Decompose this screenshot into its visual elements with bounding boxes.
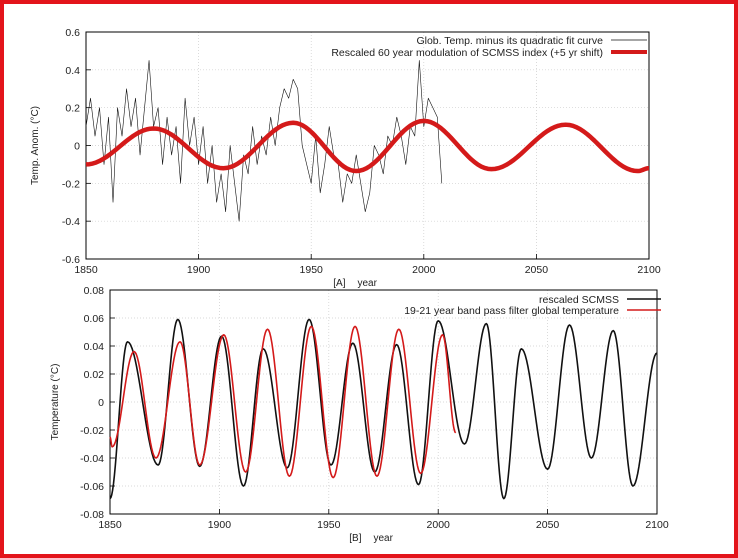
y-tick-label: 0 — [74, 141, 80, 153]
y-tick-label: -0.06 — [80, 481, 104, 493]
x-tick-label: 1950 — [317, 519, 341, 531]
plot-0 — [85, 31, 651, 260]
y-tick-label: 0 — [98, 397, 104, 409]
chart-canvas: 1850 1900 1950 2000 2050 2100 -0.6 -0.4 -0.2 0 0.2… — [30, 27, 669, 544]
y-tick-label: 0.06 — [84, 313, 105, 325]
plot-border — [85, 31, 650, 260]
y-tick-label: 0.4 — [65, 65, 80, 77]
x-tick-label: 1900 — [208, 519, 232, 531]
x-axis-label: year — [358, 278, 378, 289]
series-line-0 — [85, 60, 443, 222]
x-tick-label: 1950 — [300, 264, 324, 276]
panel-label: [B] — [349, 533, 361, 544]
plot-border — [109, 289, 658, 515]
x-tick-label: 2000 — [412, 264, 436, 276]
y-tick-label: -0.6 — [62, 254, 80, 266]
legend-label: rescaled SCMSS — [539, 294, 619, 306]
x-tick-label: 2050 — [536, 519, 560, 531]
series-line-1 — [109, 325, 457, 479]
y-tick-label: 0.08 — [84, 285, 105, 297]
series-line-1 — [85, 118, 651, 174]
y-tick-label: 0.02 — [84, 369, 105, 381]
y-tick-label: -0.04 — [80, 453, 104, 465]
y-axis-label: Temp. Anom. (°C) — [30, 106, 41, 185]
y-tick-label: -0.02 — [80, 425, 104, 437]
legend-label: Glob. Temp. minus its quadratic fit curv… — [416, 35, 603, 47]
panel-label: [A] — [333, 278, 345, 289]
plot-1 — [109, 289, 661, 515]
x-tick-label: 2050 — [525, 264, 549, 276]
y-tick-label: -0.4 — [62, 216, 80, 228]
x-tick-label: 1850 — [98, 519, 122, 531]
y-tick-label: 0.04 — [84, 341, 105, 353]
y-tick-label: 0.2 — [65, 103, 80, 115]
legend-label: Rescaled 60 year modulation of SCMSS ind… — [331, 47, 603, 59]
x-tick-label: 2100 — [637, 264, 661, 276]
y-tick-label: -0.2 — [62, 178, 80, 190]
y-tick-label: -0.08 — [80, 509, 104, 521]
x-axis-label: year — [374, 533, 394, 544]
x-tick-label: 2100 — [645, 519, 669, 531]
x-tick-label: 2000 — [427, 519, 451, 531]
x-tick-label: 1850 — [74, 264, 98, 276]
y-tick-label: 0.6 — [65, 27, 80, 39]
x-tick-label: 1900 — [187, 264, 211, 276]
legend-label: 19-21 year band pass filter global tempe… — [404, 305, 619, 317]
y-axis-label: Temperature (°C) — [50, 364, 61, 441]
